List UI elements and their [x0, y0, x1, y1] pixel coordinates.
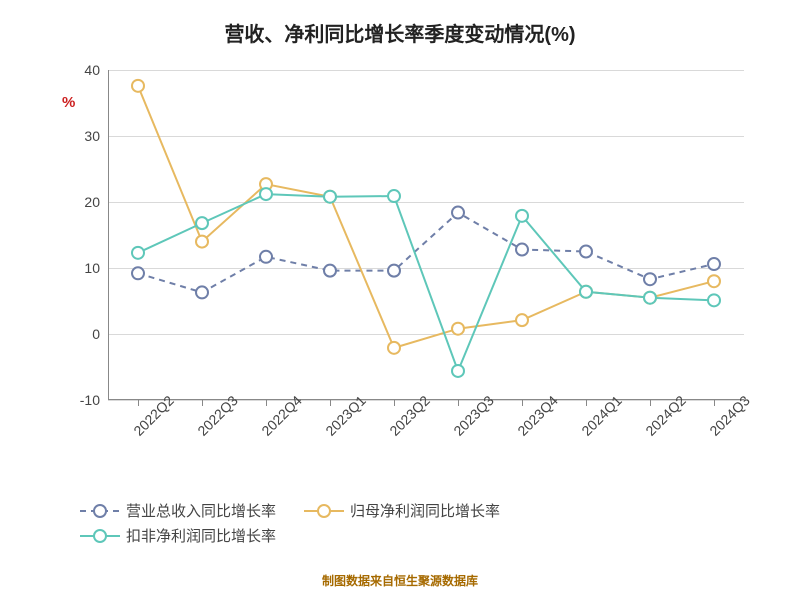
- y-tick-label: -10: [80, 392, 108, 408]
- legend-label: 归母净利润同比增长率: [350, 500, 500, 521]
- series-marker: [516, 314, 528, 326]
- legend-label: 扣非净利润同比增长率: [126, 525, 276, 546]
- series-marker: [708, 275, 720, 287]
- series-marker: [708, 294, 720, 306]
- series-line: [138, 213, 714, 293]
- series-marker: [132, 80, 144, 92]
- series-marker: [452, 365, 464, 377]
- series-marker: [516, 210, 528, 222]
- series-marker: [132, 267, 144, 279]
- plot-area: -100102030402022Q22022Q32022Q42023Q12023…: [108, 70, 744, 400]
- series-line: [138, 86, 714, 348]
- series-marker: [132, 247, 144, 259]
- series-marker: [196, 236, 208, 248]
- series-marker: [388, 265, 400, 277]
- series-marker: [516, 244, 528, 256]
- legend-item: 归母净利润同比增长率: [304, 500, 500, 521]
- series-marker: [708, 258, 720, 270]
- y-axis-label: %: [62, 94, 75, 111]
- y-tick-label: 10: [84, 260, 108, 276]
- series-marker: [196, 286, 208, 298]
- legend-item: 扣非净利润同比增长率: [80, 525, 276, 546]
- series-layer: [108, 70, 744, 400]
- y-tick-label: 30: [84, 128, 108, 144]
- series-marker: [196, 217, 208, 229]
- series-marker: [644, 273, 656, 285]
- legend: 营业总收入同比增长率 归母净利润同比增长率扣非净利润同比增长率: [80, 500, 720, 546]
- series-marker: [260, 251, 272, 263]
- chart-footer-source: 制图数据来自恒生聚源数据库: [0, 572, 800, 589]
- legend-label: 营业总收入同比增长率: [126, 500, 276, 521]
- series-marker: [452, 323, 464, 335]
- legend-swatch: [304, 503, 344, 519]
- legend-item: 营业总收入同比增长率: [80, 500, 276, 521]
- series-marker: [580, 246, 592, 258]
- series-marker: [388, 342, 400, 354]
- series-marker: [388, 190, 400, 202]
- series-marker: [580, 286, 592, 298]
- y-tick-label: 0: [92, 326, 108, 342]
- legend-swatch: [80, 528, 120, 544]
- series-marker: [452, 207, 464, 219]
- y-tick-label: 20: [84, 194, 108, 210]
- series-marker: [644, 292, 656, 304]
- legend-swatch: [80, 503, 120, 519]
- series-marker: [324, 191, 336, 203]
- chart-title: 营收、净利同比增长率季度变动情况(%): [0, 18, 800, 47]
- series-marker: [260, 188, 272, 200]
- series-marker: [324, 265, 336, 277]
- y-tick-label: 40: [84, 62, 108, 78]
